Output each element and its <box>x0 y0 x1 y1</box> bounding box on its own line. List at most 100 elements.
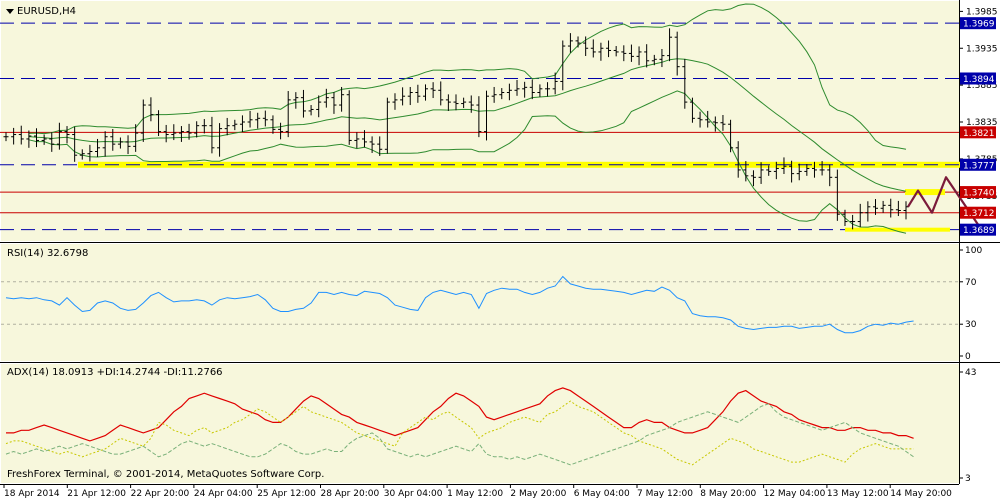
price-bar[interactable] <box>255 112 261 129</box>
price-bar[interactable] <box>796 163 802 181</box>
price-bar[interactable] <box>560 40 566 91</box>
price-bar[interactable] <box>209 116 215 154</box>
price-bar[interactable] <box>117 137 123 149</box>
price-bar[interactable] <box>407 86 413 106</box>
price-bar[interactable] <box>140 99 146 142</box>
price-bar[interactable] <box>384 97 390 154</box>
price-bar[interactable] <box>331 92 337 114</box>
price-bar[interactable] <box>438 81 444 106</box>
price-bar[interactable] <box>247 110 253 128</box>
price-bar[interactable] <box>590 39 596 58</box>
price-bar[interactable] <box>392 93 398 110</box>
price-bar[interactable] <box>41 134 47 145</box>
price-bar[interactable] <box>514 79 520 96</box>
price-bar[interactable] <box>369 136 375 153</box>
price-bar[interactable] <box>18 125 24 145</box>
price-bar[interactable] <box>758 162 764 184</box>
price-bar[interactable] <box>323 88 329 108</box>
price-bar[interactable] <box>354 132 360 149</box>
price-bar[interactable] <box>529 79 535 100</box>
price-bar[interactable] <box>163 124 169 143</box>
price-bar[interactable] <box>667 28 673 62</box>
price-bar[interactable] <box>224 117 230 136</box>
price-bar[interactable] <box>102 131 108 157</box>
price-bar[interactable] <box>789 160 795 183</box>
price-bar[interactable] <box>827 164 833 187</box>
price-bar[interactable] <box>522 81 528 98</box>
price-bar[interactable] <box>773 161 779 180</box>
price-bar[interactable] <box>56 122 62 150</box>
adx-pane[interactable] <box>1 364 959 483</box>
price-bar[interactable] <box>308 105 314 116</box>
price-bar[interactable] <box>659 48 665 68</box>
price-bar[interactable] <box>171 124 177 141</box>
price-bar[interactable] <box>804 164 810 176</box>
price-bar[interactable] <box>194 121 200 138</box>
price-pane[interactable] <box>1 1 959 241</box>
price-bar[interactable] <box>750 170 756 187</box>
price-bar[interactable] <box>156 110 162 137</box>
price-bar[interactable] <box>125 135 131 155</box>
price-bar[interactable] <box>133 124 139 152</box>
price-bar[interactable] <box>339 86 345 112</box>
price-bar[interactable] <box>552 72 558 95</box>
price-bar[interactable] <box>110 129 116 151</box>
price-bar[interactable] <box>850 214 856 230</box>
price-bar[interactable] <box>178 126 184 142</box>
price-bar[interactable] <box>583 36 589 56</box>
price-bar[interactable] <box>834 169 840 221</box>
price-bar[interactable] <box>217 123 223 157</box>
chart-menu-triangle-icon[interactable] <box>6 9 14 14</box>
price-bar[interactable] <box>651 54 657 66</box>
price-bar[interactable] <box>781 157 787 174</box>
price-bar[interactable] <box>87 144 93 162</box>
price-bar[interactable] <box>888 198 894 218</box>
price-bar[interactable] <box>453 94 459 111</box>
price-bar[interactable] <box>674 31 680 76</box>
price-bar[interactable] <box>239 115 245 132</box>
price-bar[interactable] <box>575 36 581 48</box>
price-bar[interactable] <box>705 110 711 128</box>
price-bar[interactable] <box>697 111 703 128</box>
price-bar[interactable] <box>300 89 306 118</box>
price-bar[interactable] <box>232 119 238 131</box>
price-bar[interactable] <box>743 161 749 182</box>
price-bar[interactable] <box>735 141 741 178</box>
price-bar[interactable] <box>64 126 70 144</box>
price-bar[interactable] <box>712 116 718 132</box>
price-bar[interactable] <box>422 84 428 101</box>
price-bar[interactable] <box>628 44 634 62</box>
price-bar[interactable] <box>400 87 406 106</box>
price-bar[interactable] <box>285 91 291 138</box>
price-bar[interactable] <box>148 97 154 122</box>
price-bar[interactable] <box>613 46 619 57</box>
price-bar[interactable] <box>476 96 482 138</box>
price-bar[interactable] <box>377 136 383 156</box>
price-bar[interactable] <box>865 201 871 222</box>
price-bar[interactable] <box>537 84 543 97</box>
price-bar[interactable] <box>445 94 451 111</box>
price-bar[interactable] <box>430 82 436 99</box>
price-bar[interactable] <box>728 119 734 153</box>
price-bar[interactable] <box>545 82 551 97</box>
price-bar[interactable] <box>461 97 467 108</box>
price-bar[interactable] <box>895 200 901 217</box>
price-bar[interactable] <box>95 138 101 158</box>
price-bar[interactable] <box>636 46 642 66</box>
price-bar[interactable] <box>72 126 78 162</box>
price-bar[interactable] <box>11 127 17 145</box>
price-bar[interactable] <box>293 92 299 109</box>
price-bar[interactable] <box>720 114 726 131</box>
price-bar[interactable] <box>270 115 276 134</box>
price-bar[interactable] <box>278 122 284 140</box>
price-bar[interactable] <box>3 132 9 142</box>
price-bar[interactable] <box>682 58 688 109</box>
price-bar[interactable] <box>811 161 817 178</box>
price-bar[interactable] <box>857 203 863 228</box>
price-bar[interactable] <box>621 45 627 62</box>
price-bar[interactable] <box>880 200 886 213</box>
price-bar[interactable] <box>361 130 367 148</box>
price-bar[interactable] <box>491 86 497 103</box>
price-bar[interactable] <box>26 130 32 148</box>
